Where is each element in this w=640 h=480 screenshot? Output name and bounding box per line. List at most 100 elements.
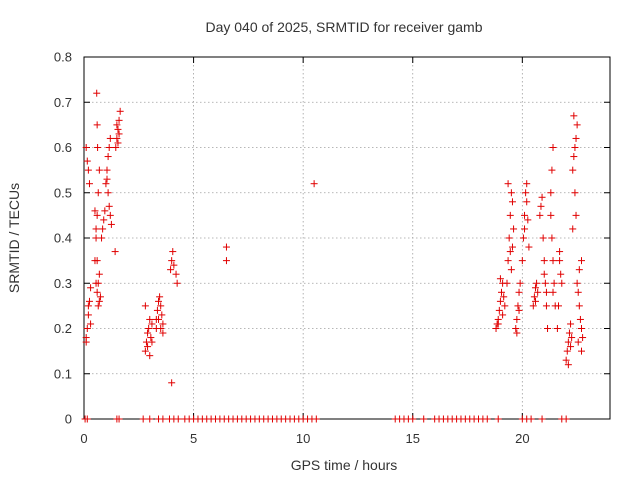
data-point	[508, 198, 516, 206]
data-point	[549, 257, 557, 265]
data-point	[93, 288, 101, 296]
data-point	[544, 325, 552, 332]
data-point	[94, 144, 102, 151]
y-tick-label: 0.7	[54, 95, 72, 110]
data-point	[521, 225, 529, 233]
data-point	[542, 302, 550, 310]
data-point	[533, 279, 541, 287]
data-point	[521, 211, 529, 219]
x-axis-label: GPS time / hours	[291, 457, 398, 473]
x-tick-label: 0	[80, 431, 87, 446]
data-point	[115, 130, 123, 138]
data-point	[101, 207, 109, 215]
data-point	[531, 297, 539, 305]
data-point	[522, 189, 530, 197]
data-point	[508, 243, 516, 251]
data-point	[570, 153, 578, 161]
data-point	[83, 157, 91, 165]
data-point	[516, 279, 524, 287]
data-point	[505, 234, 513, 242]
data-point	[83, 325, 91, 332]
data-point	[567, 320, 575, 328]
data-point	[542, 288, 550, 296]
data-point	[530, 293, 538, 301]
data-point	[563, 347, 571, 355]
data-point	[157, 302, 165, 310]
data-point	[93, 121, 101, 129]
data-point	[510, 225, 518, 233]
data-point	[495, 306, 503, 314]
data-point	[539, 234, 547, 242]
data-point	[141, 302, 149, 310]
data-point	[558, 279, 566, 287]
data-point	[549, 144, 557, 151]
data-point	[146, 415, 154, 423]
data-point	[94, 279, 102, 287]
data-point	[572, 211, 580, 219]
data-point	[571, 144, 579, 151]
data-point	[94, 189, 102, 197]
data-point	[515, 306, 523, 314]
data-point	[114, 125, 122, 133]
data-point	[156, 293, 164, 301]
data-point	[496, 297, 504, 305]
data-point	[567, 343, 575, 351]
y-tick-label: 0.8	[54, 50, 72, 65]
y-tick-label: 0.4	[54, 231, 72, 246]
data-point	[553, 325, 561, 332]
data-point	[159, 320, 167, 328]
data-point	[564, 338, 572, 346]
data-point	[170, 261, 178, 269]
data-point	[507, 189, 515, 197]
data-point	[496, 275, 504, 283]
data-point	[492, 325, 500, 332]
data-point	[159, 415, 167, 423]
data-point	[114, 139, 122, 147]
data-point	[547, 189, 555, 197]
data-point	[538, 415, 546, 423]
data-point	[153, 306, 161, 314]
data-point	[173, 279, 181, 287]
data-point	[574, 338, 582, 346]
y-tick-label: 0.2	[54, 321, 72, 336]
data-point	[82, 338, 90, 346]
data-point	[523, 180, 531, 188]
data-point	[494, 415, 502, 423]
data-point	[503, 279, 511, 287]
data-point	[506, 248, 514, 256]
data-point	[573, 279, 581, 287]
data-point	[507, 266, 515, 274]
data-point	[155, 315, 163, 323]
data-point	[513, 315, 521, 323]
data-point	[148, 320, 156, 328]
data-point	[524, 216, 532, 224]
data-point	[146, 352, 154, 360]
data-point	[312, 415, 320, 423]
data-point	[536, 211, 544, 219]
data-point	[172, 270, 180, 278]
data-point	[169, 248, 177, 256]
data-point	[540, 270, 548, 278]
data-point	[562, 356, 570, 364]
data-point	[548, 166, 556, 174]
data-point	[145, 325, 153, 332]
data-point	[565, 329, 573, 337]
data-point	[100, 216, 108, 224]
data-point	[547, 211, 555, 219]
data-point	[579, 334, 587, 342]
data-point	[174, 415, 182, 423]
data-point	[159, 329, 167, 337]
data-point	[82, 144, 90, 151]
data-point	[514, 302, 522, 310]
data-point	[483, 415, 491, 423]
data-point	[113, 121, 121, 129]
data-point	[95, 270, 103, 278]
x-tick-label: 5	[190, 431, 197, 446]
data-point	[570, 112, 578, 120]
data-point	[569, 166, 577, 174]
data-point	[538, 193, 546, 201]
x-tick-label: 20	[515, 431, 529, 446]
data-point	[83, 415, 91, 423]
data-point	[556, 257, 564, 265]
